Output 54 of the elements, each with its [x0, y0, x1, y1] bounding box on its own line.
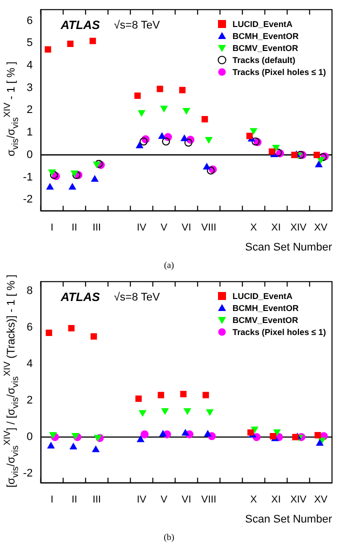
y-tick-label: 2 — [26, 104, 33, 116]
legend-label: LUCID_EventA — [232, 290, 292, 302]
x-tick-label: XI — [271, 222, 281, 234]
legend-label: Tracks (Pixel holes ≤ 1) — [232, 66, 326, 78]
y-tick-label: 4 — [26, 60, 33, 72]
y-tick-label: 3 — [26, 82, 33, 94]
x-tick-label: XIV — [290, 494, 307, 506]
legend-label: BCMV_EventOR — [232, 42, 298, 54]
y-tick-label: -1 — [23, 171, 33, 184]
legend-label: BCMH_EventOR — [232, 302, 299, 314]
x-tick-label: XIV — [290, 222, 307, 234]
x-tick-label: VIII — [201, 494, 216, 506]
y-tick-label: 6 — [26, 321, 33, 334]
legend-label: Tracks (default) — [232, 54, 296, 66]
text: (a) — [163, 259, 175, 272]
y-tick-label: 1 — [26, 126, 33, 139]
x-tick-label: III — [92, 494, 101, 506]
y-tick-label: -2 — [23, 468, 33, 480]
x-tick-label: III — [92, 222, 101, 234]
x-tick-label: V — [160, 222, 168, 234]
text: (b) — [162, 531, 176, 544]
x-tick-label: XV — [314, 222, 328, 234]
y-tick-label: 2 — [26, 394, 33, 407]
x-tick-label: XI — [271, 494, 281, 506]
x-axis-title: Scan Set Number — [245, 241, 332, 254]
annotation: √s=8 TeV — [114, 292, 160, 304]
y-tick-label: 4 — [26, 358, 33, 370]
x-tick-label: XV — [314, 494, 328, 506]
x-tick-label: IV — [136, 222, 147, 234]
annotation: ATLAS — [60, 18, 100, 32]
x-tick-label: IV — [136, 494, 147, 506]
x-tick-label: I — [50, 222, 54, 234]
x-tick-label: V — [160, 494, 168, 506]
x-tick-label: VI — [182, 222, 192, 234]
y-tick-label: 6 — [26, 14, 33, 27]
x-tick-label: I — [50, 494, 54, 506]
y-tick-label: -2 — [23, 194, 33, 206]
x-tick-label: X — [250, 494, 258, 506]
legend-label: LUCID_EventA — [232, 18, 292, 30]
annotation: √s=8 TeV — [114, 20, 160, 32]
x-tick-label: VI — [182, 494, 192, 506]
x-tick-label: II — [72, 222, 78, 234]
annotation: ATLAS — [60, 290, 100, 304]
legend-label: BCMH_EventOR — [232, 30, 299, 42]
x-tick-label: X — [250, 222, 258, 234]
x-axis-title: Scan Set Number — [245, 513, 332, 526]
y-tick-label: 0 — [26, 431, 33, 444]
y-tick-label: 0 — [26, 148, 33, 161]
legend-label: BCMV_EventOR — [232, 314, 298, 326]
x-tick-label: II — [72, 494, 78, 506]
x-tick-label: VIII — [201, 222, 216, 234]
legend-label: Tracks (Pixel holes ≤ 1) — [232, 326, 326, 338]
y-tick-label: 5 — [26, 37, 33, 50]
y-tick-label: 8 — [26, 284, 33, 297]
